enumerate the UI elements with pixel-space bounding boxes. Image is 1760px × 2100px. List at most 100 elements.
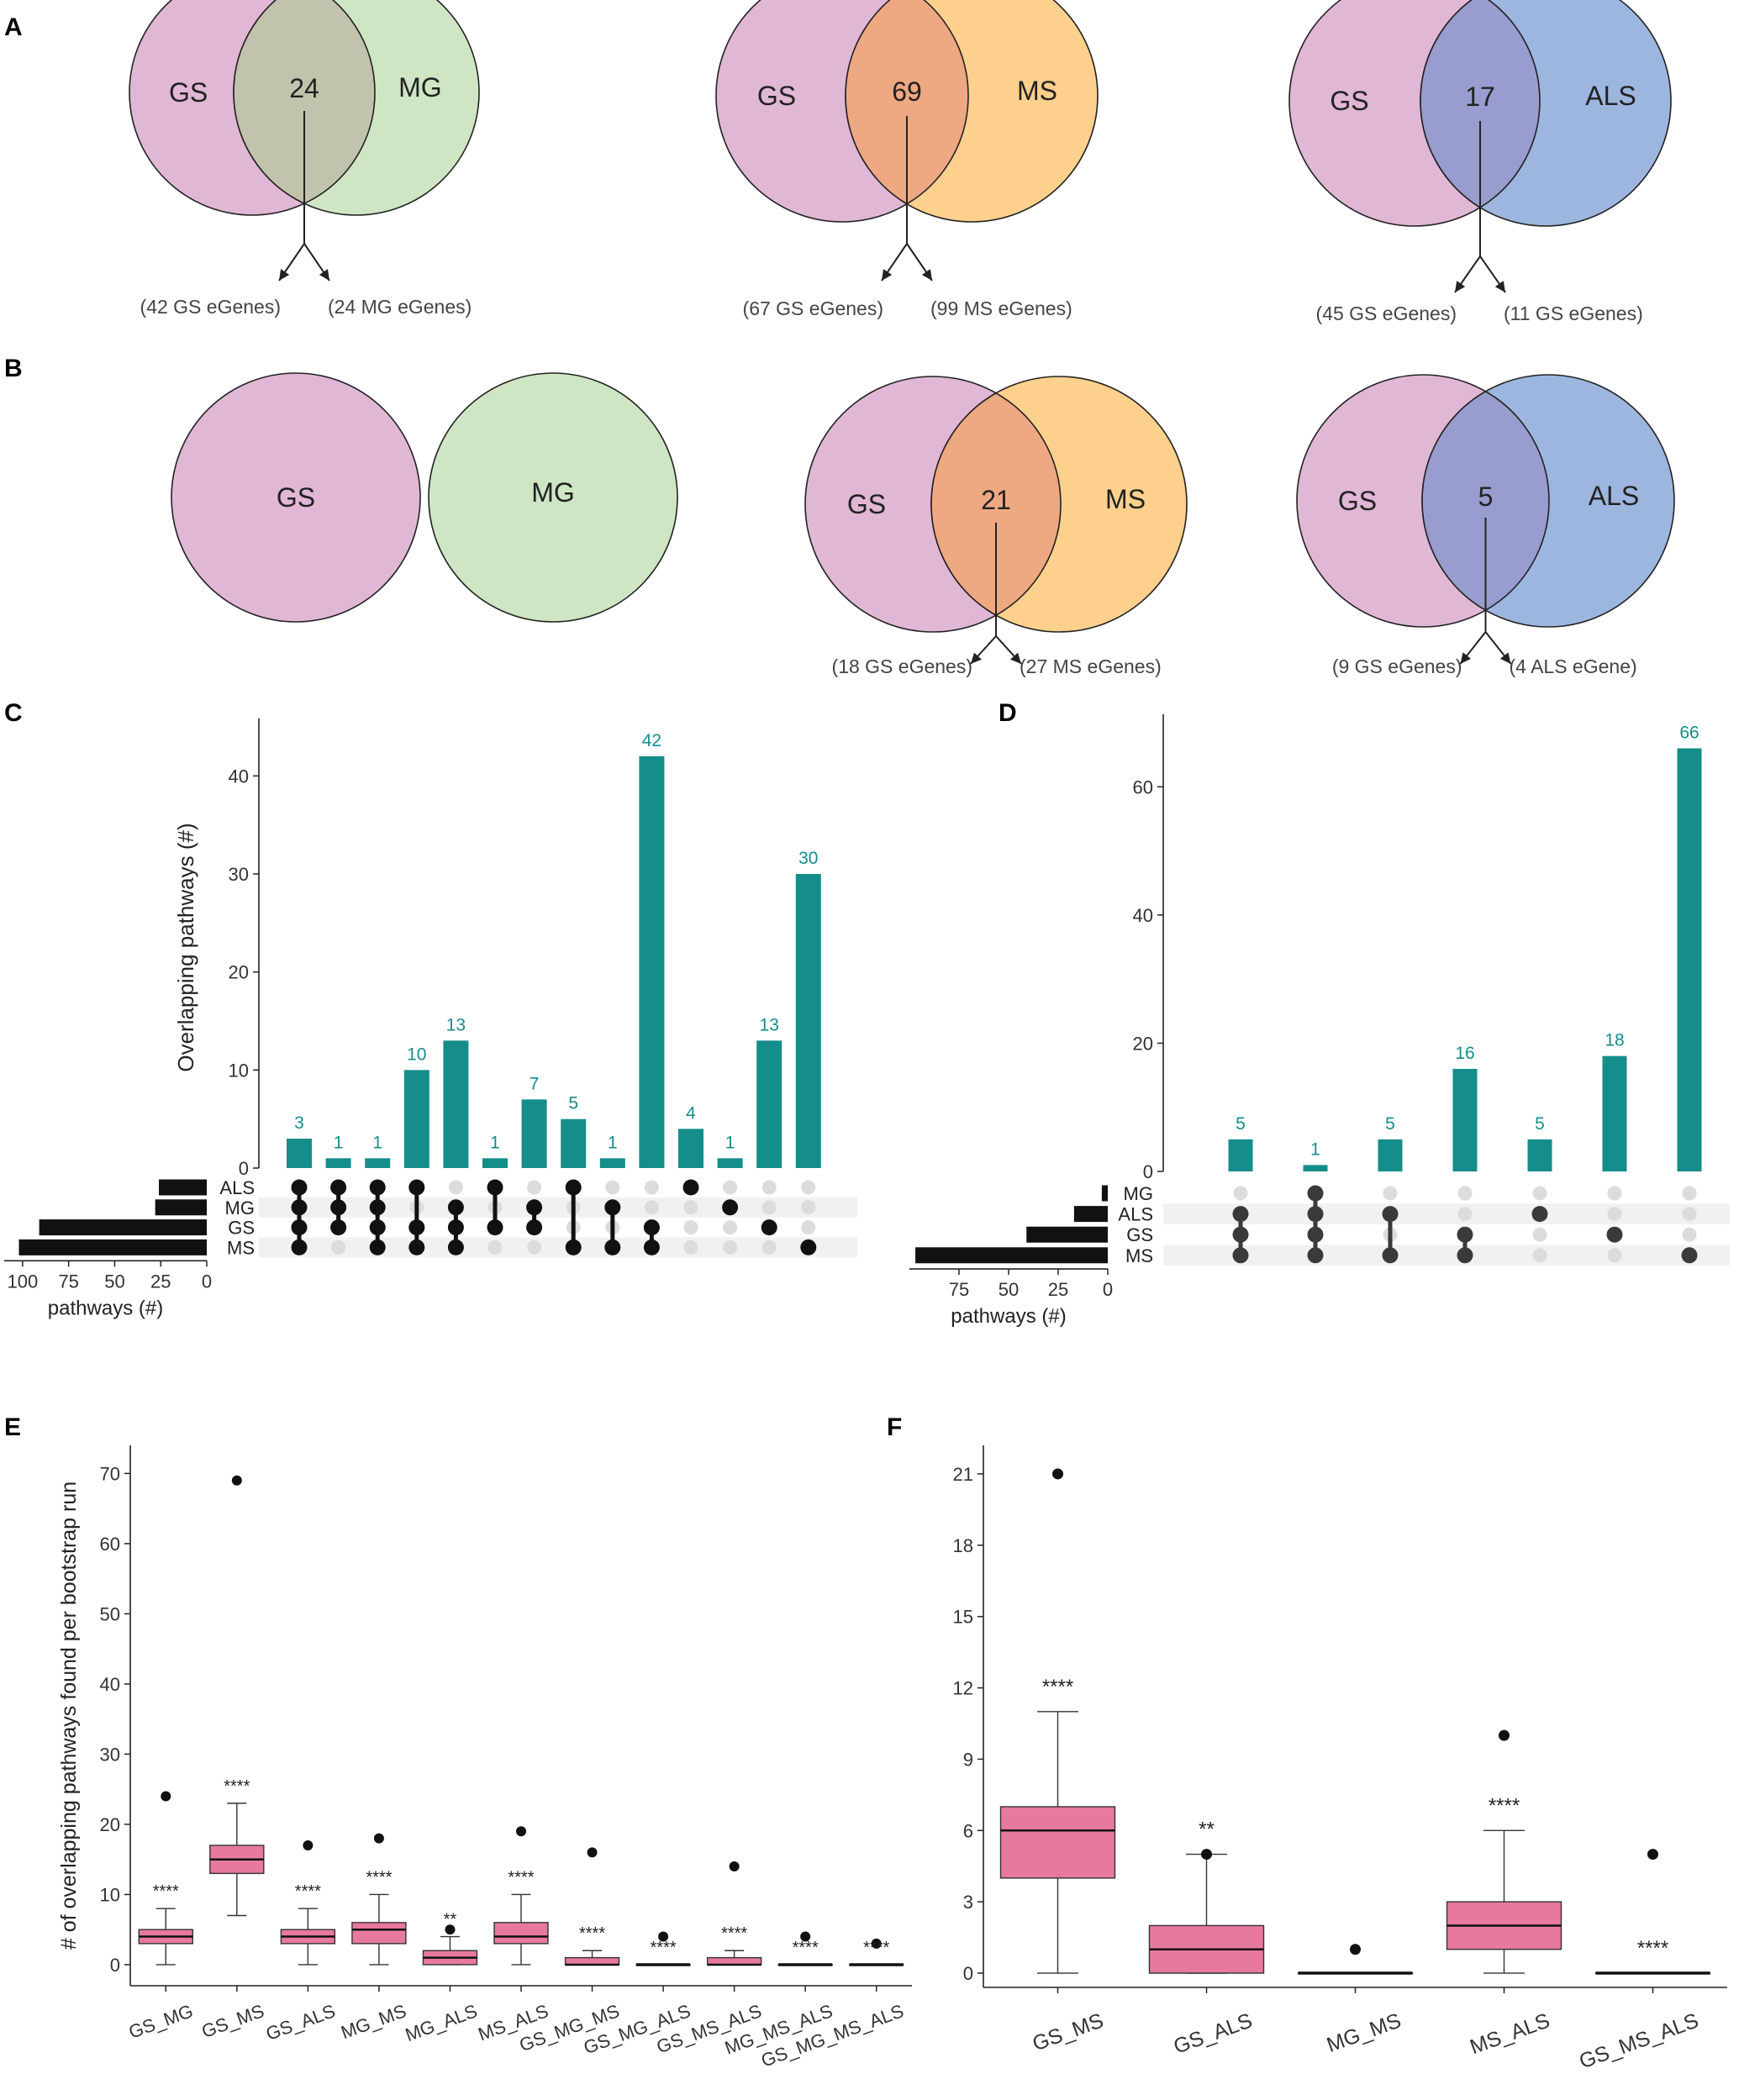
x-category-label: GS_MS_ALS [1576, 2008, 1701, 2073]
venn-note-right: (24 MG eGenes) [328, 296, 472, 318]
significance-label: **** [651, 1939, 677, 1957]
y-tick-label: 60 [100, 1534, 120, 1555]
venn-overlap-count: 69 [892, 76, 922, 107]
y-tick-label: 50 [100, 1603, 120, 1624]
intersection-bar [521, 1099, 547, 1168]
intersection-bar-label: 7 [530, 1074, 540, 1093]
set-size-bar [155, 1199, 207, 1216]
matrix-row-stripe [259, 1237, 857, 1258]
intersection-bar-label: 16 [1455, 1044, 1474, 1063]
intersection-bar-label: 66 [1679, 724, 1699, 743]
box-outlier [445, 1924, 456, 1935]
panel-label-b: B [4, 355, 23, 382]
y-axis-title: # of overlapping pathways found per boot… [57, 1482, 81, 1950]
venn-label-left: GS [169, 77, 208, 108]
intersection-bar [1303, 1165, 1328, 1171]
box-outlier [1350, 1944, 1361, 1955]
venn-arrowhead-right [319, 269, 329, 281]
venn-note-left: (45 GS eGenes) [1316, 303, 1457, 324]
matrix-dot-filled [761, 1219, 777, 1236]
set-size-tick-label: 25 [1048, 1279, 1068, 1300]
intersection-bar [1677, 748, 1702, 1171]
y-tick-label: 20 [100, 1814, 120, 1835]
intersection-bar [287, 1139, 312, 1168]
y-tick-label: 0 [110, 1955, 120, 1976]
y-tick-label: 20 [1133, 1033, 1153, 1054]
venn-arrowhead-right [1494, 281, 1505, 292]
set-size-tick-label: 75 [58, 1271, 78, 1292]
set-size-bar [1073, 1206, 1108, 1223]
matrix-dot-empty [1682, 1227, 1697, 1242]
matrix-dot-empty [723, 1180, 738, 1195]
matrix-row-stripe [1163, 1203, 1730, 1224]
y-tick-label: 21 [953, 1464, 973, 1485]
venn-note-right: (27 MS eGenes) [1020, 655, 1162, 677]
y-tick-label: 30 [229, 864, 249, 885]
y-tick-label: 70 [100, 1463, 120, 1484]
venn-note-left: (67 GS eGenes) [743, 297, 883, 319]
matrix-dot-empty [644, 1200, 659, 1215]
set-size-bar [915, 1247, 1108, 1264]
intersection-bar [1602, 1055, 1627, 1171]
box-iqr [706, 1956, 762, 1966]
y-tick-label: 15 [953, 1607, 973, 1628]
panel-label-c: C [4, 699, 23, 727]
venn-arrowhead-right [1499, 652, 1511, 664]
intersection-bar [599, 1158, 625, 1168]
intersection-bar-label: 1 [608, 1133, 618, 1152]
intersection-bar-label: 13 [446, 1015, 466, 1034]
y-tick-label: 9 [963, 1749, 973, 1770]
intersection-bar-label: 18 [1605, 1031, 1624, 1050]
significance-label: **** [508, 1868, 534, 1887]
box-outlier [729, 1861, 740, 1872]
matrix-dot-empty [1607, 1207, 1622, 1222]
set-size-axis-title: pathways (#) [48, 1297, 163, 1319]
matrix-dot-empty [801, 1200, 816, 1215]
matrix-dot-empty [1682, 1207, 1697, 1222]
venn-arrowhead-right [1010, 652, 1021, 664]
matrix-dot-empty [761, 1239, 777, 1255]
venn-label-right: MS [1017, 76, 1057, 106]
boxplot-f: 0 3 6 9 12 15 18 21 **** GS_MS ** GS_ALS MG_MS **** MS… [953, 1445, 1727, 2073]
intersection-bar [1378, 1139, 1403, 1171]
significance-label: **** [1489, 1794, 1520, 1817]
box-iqr [564, 1956, 620, 1966]
matrix-dot-empty [527, 1239, 542, 1255]
significance-label: **** [579, 1924, 605, 1943]
y-tick-label: 40 [100, 1674, 120, 1695]
y-tick-label: 0 [239, 1158, 249, 1179]
intersection-bar-label: 1 [490, 1133, 500, 1152]
x-category-label: MG_ALS [403, 2000, 480, 2045]
matrix-dot-empty [1607, 1186, 1622, 1201]
venn-label-right: ALS [1589, 481, 1639, 511]
significance-label: **** [153, 1882, 179, 1901]
x-category-label: GS_ALS [1171, 2008, 1256, 2059]
y-tick-label: 0 [1143, 1161, 1153, 1182]
venn-label-right: MS [1105, 484, 1146, 514]
intersection-bar [561, 1118, 587, 1168]
significance-label: **** [366, 1868, 392, 1887]
venn-label-right: MG [398, 72, 442, 103]
venn-circle-left [171, 372, 421, 623]
box-iqr [999, 1806, 1116, 1879]
y-tick-label: 0 [963, 1963, 973, 1984]
significance-label: ** [444, 1911, 457, 1929]
matrix-dot-empty [1532, 1227, 1547, 1242]
set-size-tick-label: 25 [150, 1271, 171, 1292]
venn-arrowhead-left [882, 269, 893, 281]
set-name: ALS [219, 1177, 255, 1198]
x-category-label: GS_ALS [263, 2000, 338, 2045]
matrix-dot-empty [1682, 1186, 1697, 1201]
box-outlier [658, 1931, 669, 1942]
matrix-dot-empty [331, 1239, 346, 1255]
x-category-label: MG_MS [338, 2000, 408, 2043]
venn-label-left: GS [847, 489, 886, 519]
matrix-dot-empty [448, 1180, 463, 1195]
intersection-bar-label: 1 [1310, 1139, 1320, 1159]
venn-arrowhead-right [921, 269, 932, 281]
matrix-dot-filled [1681, 1247, 1698, 1264]
venn-label-left: GS [757, 81, 796, 111]
matrix-dot-filled [682, 1179, 699, 1196]
